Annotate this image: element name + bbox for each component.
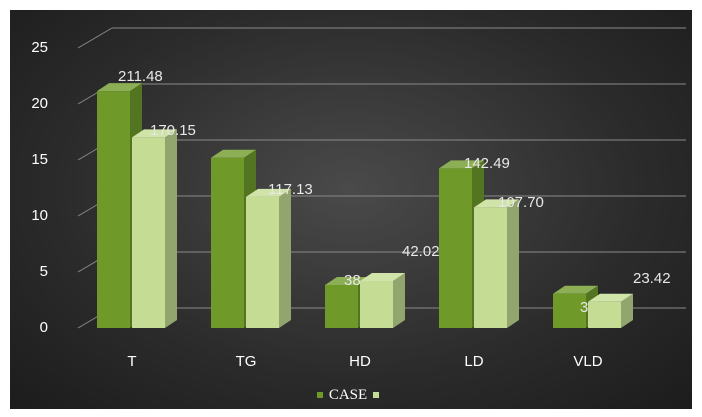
bar-top-LD-series-1 — [439, 160, 484, 169]
x-tick-label: LD — [464, 353, 483, 370]
bar-side-VLD-series-2 — [621, 293, 633, 328]
bar-side-LD-series-2 — [507, 199, 519, 328]
x-tick-label: TG — [236, 353, 257, 370]
data-label-TG-series-2: 117.13 — [268, 181, 313, 198]
data-label-T-series-2: 170.15 — [150, 122, 196, 139]
data-label-T-series-1: 211.48 — [118, 68, 163, 85]
bar-top-T-series-2 — [132, 129, 177, 138]
bar-VLD-series-1 — [553, 293, 586, 328]
bar-top-VLD-series-2 — [588, 293, 633, 302]
gridline-diagonal — [77, 27, 113, 49]
bar-top-LD-series-2 — [474, 199, 519, 208]
bar-top-VLD-series-1 — [553, 285, 598, 294]
legend-swatch-series-2 — [373, 392, 380, 398]
y-tick-label: 0 — [40, 319, 48, 336]
bar-HD-series-2 — [360, 280, 393, 328]
bar-chart: 0510152025211.48170.15T117.13TG38.4442.0… — [31, 27, 686, 370]
bar-TG-series-2 — [246, 196, 279, 328]
bar-top-HD-series-2 — [360, 272, 405, 281]
bar-top-T-series-1 — [97, 83, 142, 92]
bar-T-series-2 — [132, 137, 165, 328]
data-label-LD-series-2: 107.70 — [498, 194, 544, 211]
bar-top-HD-series-1 — [325, 276, 370, 285]
bar-side-HD-series-2 — [393, 272, 405, 328]
y-tick-label: 10 — [31, 207, 48, 224]
legend-label-series-1: CASE — [328, 386, 368, 403]
legend: CASE — [10, 385, 692, 405]
data-label-LD-series-1: 142.49 — [464, 155, 510, 172]
x-tick-label: VLD — [573, 353, 602, 370]
bar-HD-series-1 — [325, 284, 358, 328]
bar-T-series-1 — [97, 91, 130, 329]
legend-swatch-series-1 — [316, 392, 323, 398]
x-tick-label: HD — [349, 353, 371, 370]
y-tick-label: 25 — [31, 39, 48, 56]
bar-side-T-series-2 — [165, 129, 177, 328]
bar-top-TG-series-2 — [246, 188, 291, 197]
x-tick-label: T — [127, 353, 136, 370]
bar-LD-series-1 — [439, 168, 472, 328]
chart-frame: 0510152025211.48170.15T117.13TG38.4442.0… — [10, 10, 692, 409]
data-label-HD-series-2: 42.02 — [402, 243, 440, 260]
y-tick-label: 5 — [40, 263, 48, 280]
bar-TG-series-1 — [211, 157, 244, 328]
bar-side-TG-series-2 — [279, 188, 291, 328]
bar-VLD-series-2 — [588, 301, 621, 328]
data-label-VLD-series-2: 23.42 — [633, 270, 671, 287]
y-tick-label: 15 — [31, 151, 48, 168]
bar-LD-series-2 — [474, 207, 507, 328]
bar-top-TG-series-1 — [211, 149, 256, 158]
y-tick-label: 20 — [31, 95, 48, 112]
